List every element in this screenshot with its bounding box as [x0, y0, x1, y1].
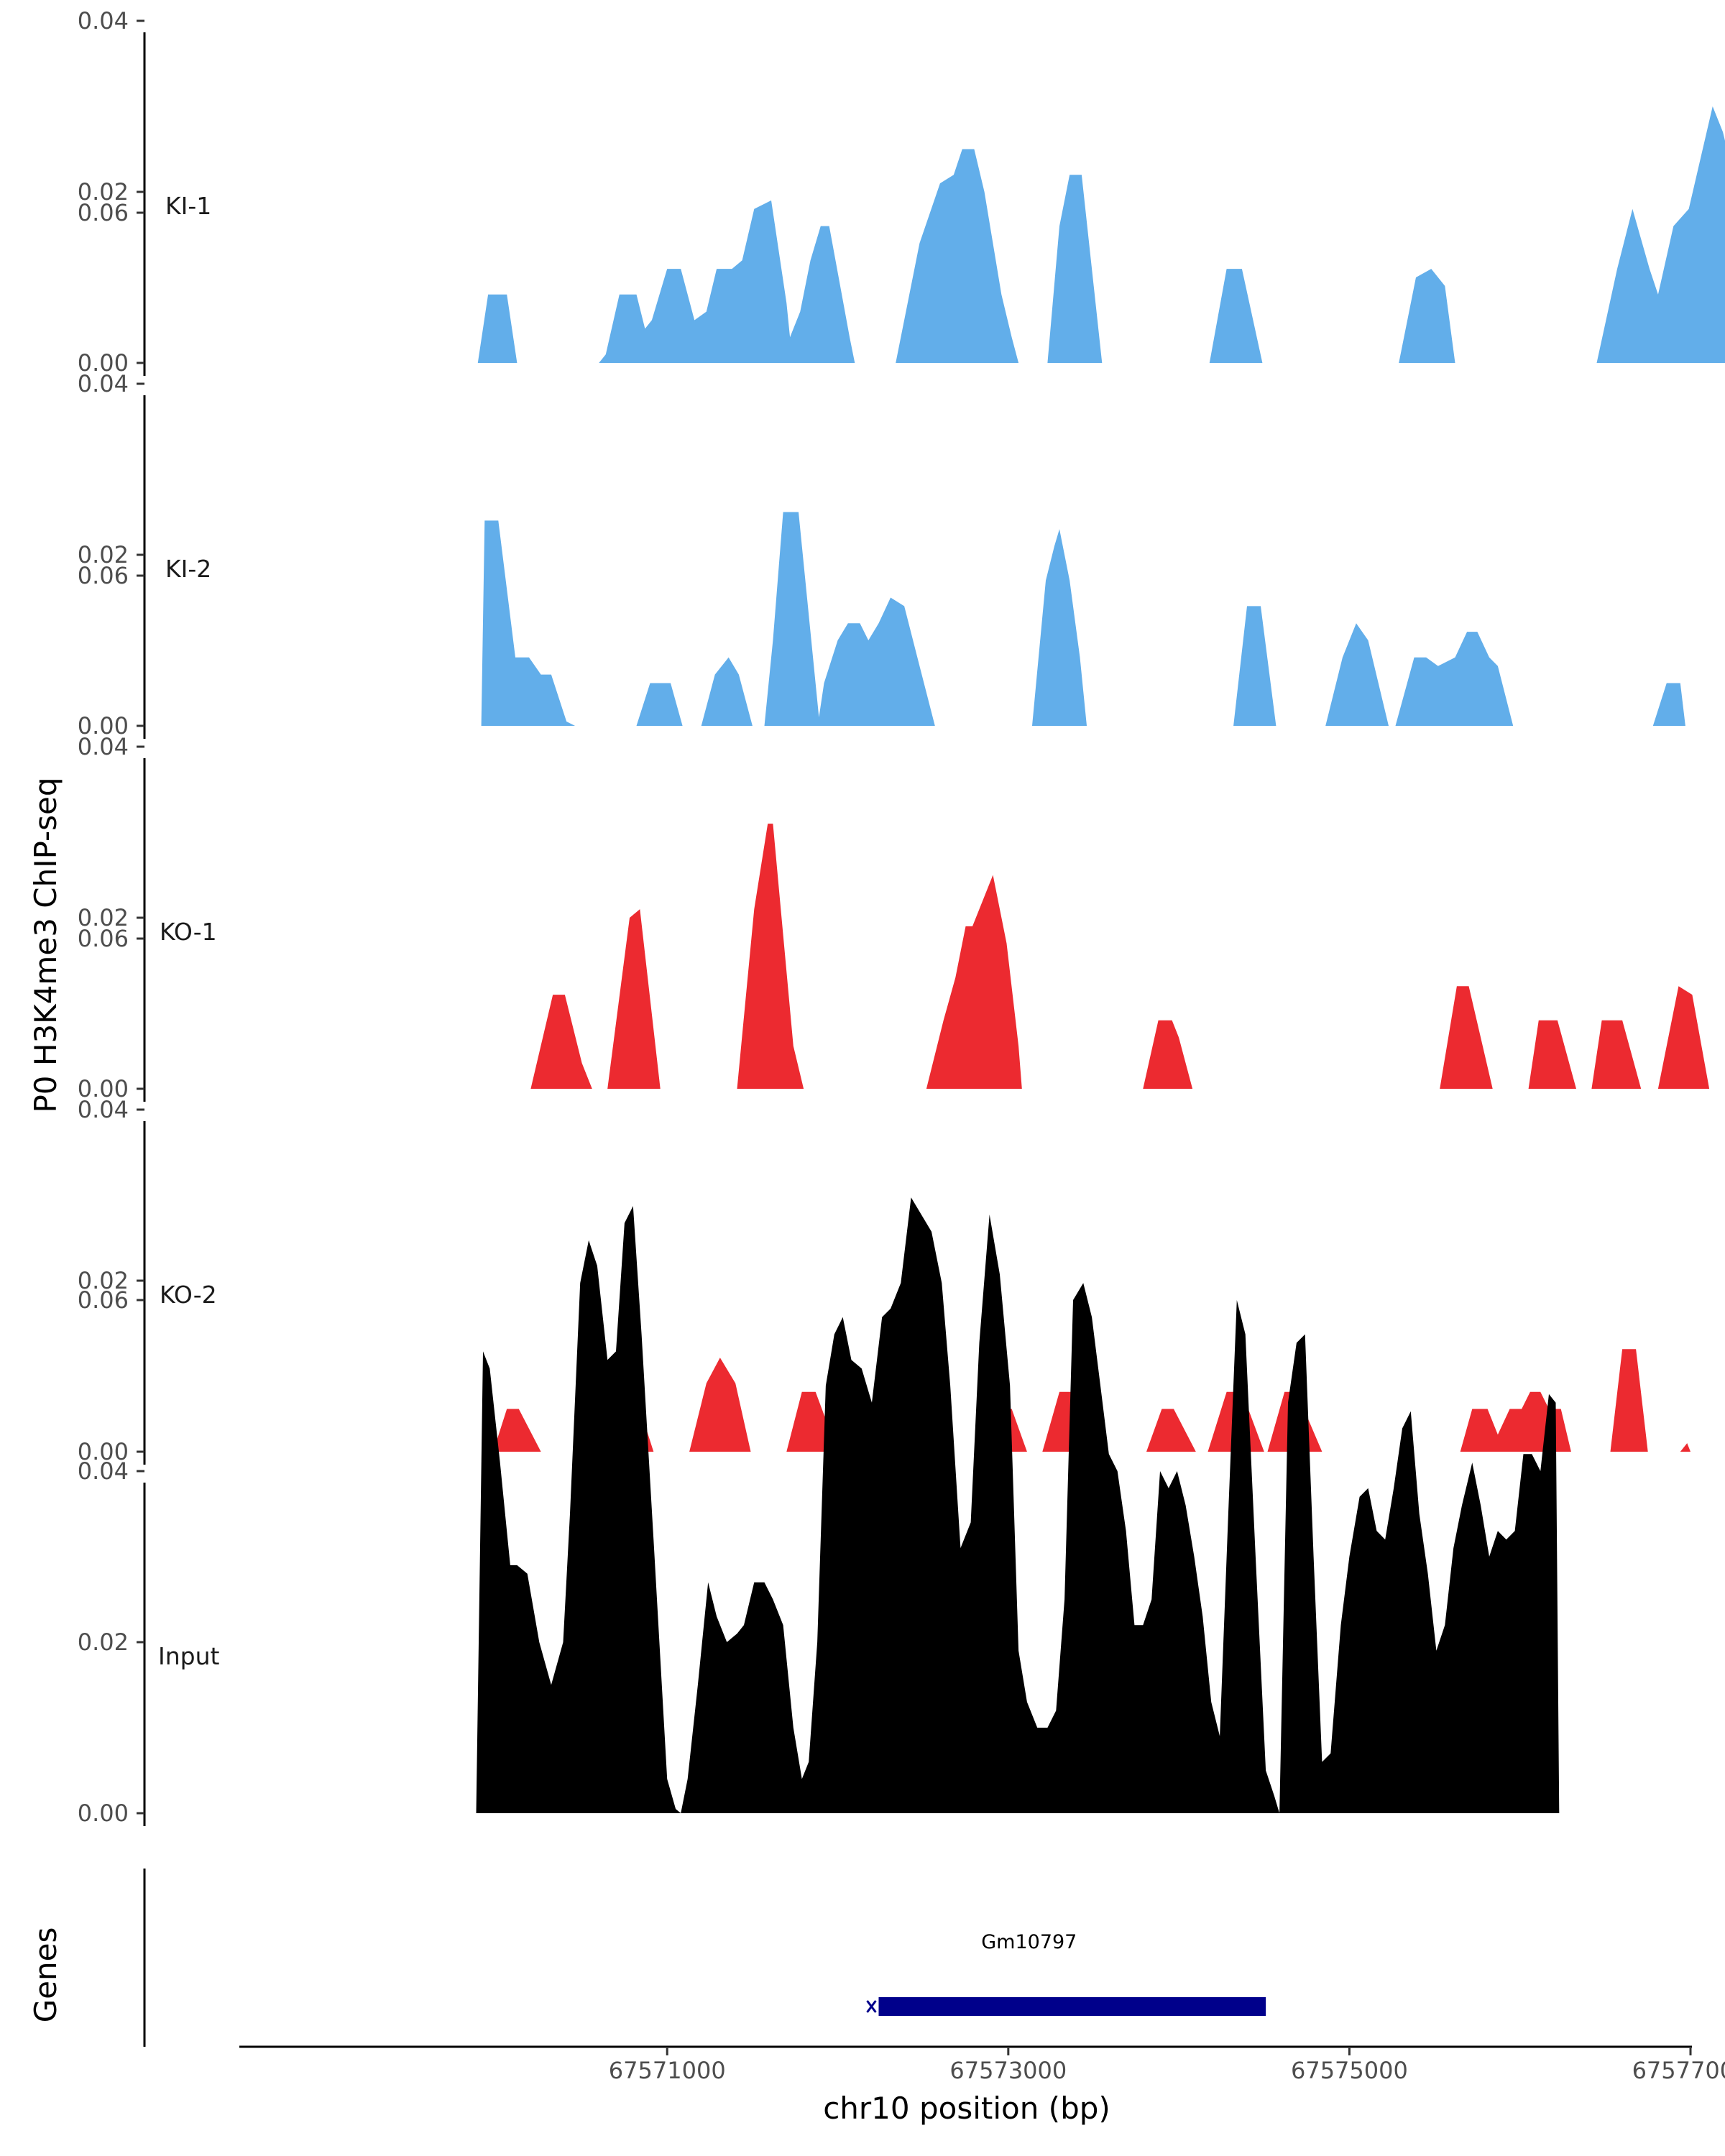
signal-area — [1680, 1443, 1690, 1452]
tracks-layer: 0.00 0.02 0.04 0.06 KI-1 0.00 0.02 0.04 0.06 KI-2… — [78, 7, 1725, 1827]
signal-area — [1652, 683, 1685, 726]
x-tick-label: 67575000 — [1291, 2057, 1408, 2084]
signal-area — [1325, 623, 1389, 726]
signal-area — [926, 875, 1022, 1089]
y-tick-label: 0.02 — [78, 1628, 129, 1656]
signal-area — [1440, 986, 1493, 1089]
signal-area — [1395, 632, 1514, 726]
gene-body — [878, 1997, 1266, 2016]
signal-area — [481, 520, 576, 726]
signal-area — [530, 995, 592, 1089]
signal-area — [1143, 1020, 1193, 1089]
y-tick-label: 0.00 — [78, 712, 129, 740]
y-tick-label: 0.04 — [78, 370, 129, 397]
signal-area — [681, 1197, 1280, 1813]
track-ki-1: 0.00 0.02 0.04 0.06 KI-1 — [78, 7, 1725, 377]
signal-area — [1657, 986, 1710, 1089]
y-tick-label: 0.06 — [78, 1286, 129, 1314]
x-tick-label: 67577000 — [1632, 2057, 1725, 2084]
signal-area — [737, 824, 804, 1089]
signal-area — [493, 1409, 541, 1452]
signal-area — [1591, 1020, 1642, 1089]
signal-area — [1233, 606, 1276, 726]
genes-panel-label: Genes — [28, 1927, 63, 2023]
y-axis-title: P0 H3K4me3 ChIP-seq — [28, 777, 63, 1112]
strand-arrow-icon — [866, 2000, 877, 2013]
signal-area — [607, 909, 661, 1089]
y-tick-label: 0.02 — [78, 541, 129, 568]
track-label: KI-2 — [165, 555, 211, 583]
y-tick-label: 0.04 — [78, 733, 129, 760]
track-label: KO-2 — [160, 1281, 217, 1309]
gene-label: Gm10797 — [981, 1931, 1077, 1953]
signal-area — [1209, 269, 1263, 363]
track-ko-1: 0.00 0.02 0.04 0.06 KO-1 — [78, 562, 1710, 1102]
y-tick-label: 0.00 — [78, 1800, 129, 1827]
x-axis: 67571000 67573000 67575000 67577000 — [239, 2045, 1725, 2084]
track-label: KO-1 — [160, 918, 217, 946]
y-tick-label: 0.02 — [78, 178, 129, 206]
y-tick-label: 0.04 — [78, 1457, 129, 1485]
signal-area — [1279, 1334, 1560, 1813]
signal-area — [1146, 1409, 1196, 1452]
signal-area — [1032, 529, 1087, 726]
signal-area — [1610, 1349, 1648, 1452]
track-ki-2: 0.00 0.02 0.04 0.06 KI-2 — [78, 199, 1685, 740]
signal-area — [476, 1206, 681, 1813]
track-label: Input — [158, 1642, 220, 1670]
y-tick-label: 0.02 — [78, 1267, 129, 1294]
genes-panel: Genes Gm10797 — [28, 1869, 1266, 2047]
y-tick-label: 0.00 — [78, 1438, 129, 1465]
signal-area — [896, 149, 1019, 363]
y-tick-label: 0.06 — [78, 925, 129, 952]
x-tick-label: 67573000 — [949, 2057, 1067, 2084]
signal-area — [636, 683, 683, 726]
signal-area — [1047, 175, 1103, 363]
signal-area — [764, 512, 935, 726]
y-tick-label: 0.04 — [78, 7, 129, 34]
signal-area — [689, 1358, 751, 1452]
y-tick-label: 0.00 — [78, 1075, 129, 1102]
y-tick-label: 0.04 — [78, 1096, 129, 1123]
signal-area — [477, 294, 518, 363]
y-tick-label: 0.06 — [78, 199, 129, 226]
y-tick-label: 0.00 — [78, 349, 129, 377]
track-input: 0.00 0.02 0.04 0.06 Input — [78, 1197, 1560, 1827]
signal-area — [1528, 1020, 1576, 1089]
signal-area — [1399, 269, 1455, 363]
track-label: KI-1 — [165, 192, 211, 220]
x-axis-title: chr10 position (bp) — [823, 2091, 1110, 2126]
x-tick-label: 67571000 — [609, 2057, 726, 2084]
signal-area — [701, 657, 753, 726]
signal-area — [599, 200, 855, 363]
signal-area — [1596, 106, 1725, 363]
y-tick-label: 0.06 — [78, 562, 129, 589]
signal-area — [1460, 1391, 1571, 1452]
y-tick-label: 0.02 — [78, 904, 129, 931]
